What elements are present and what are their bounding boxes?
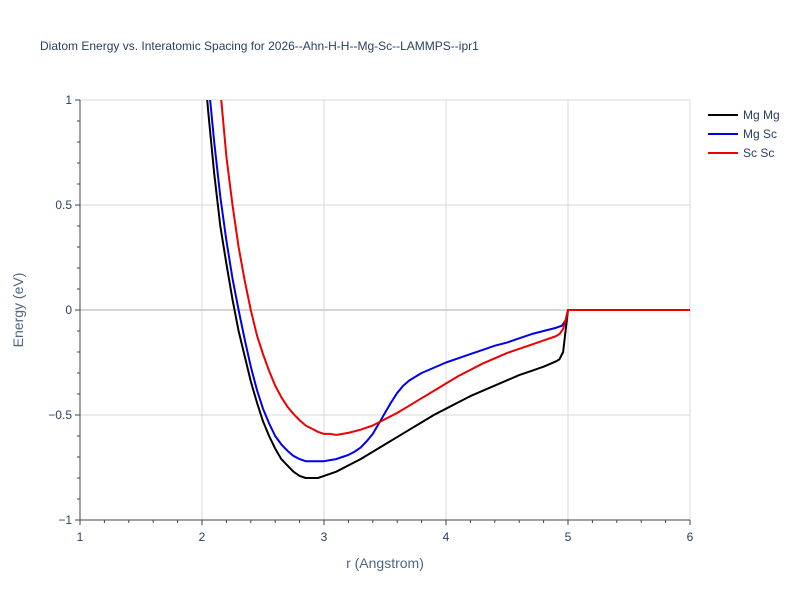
legend-item-sc-sc[interactable]: Sc Sc xyxy=(708,146,774,160)
legend[interactable]: Mg Mg Mg Sc Sc Sc xyxy=(708,108,780,160)
x-tick-label: 5 xyxy=(565,530,572,544)
series-line-mg-sc xyxy=(209,100,690,463)
axes-layer: 1 2 3 4 5 6 −1 −0.5 0 0.5 1 xyxy=(48,93,693,544)
x-tick-label: 2 xyxy=(199,530,206,544)
y-axis-label: Energy (eV) xyxy=(10,273,26,348)
x-tick-label: 3 xyxy=(321,530,328,544)
y-tick-label: 0 xyxy=(65,303,72,317)
legend-item-mg-sc[interactable]: Mg Sc xyxy=(708,127,777,141)
x-axis-label: r (Angstrom) xyxy=(346,555,424,571)
y-tick-label: −1 xyxy=(58,513,72,527)
legend-item-mg-mg[interactable]: Mg Mg xyxy=(708,108,780,122)
legend-label: Sc Sc xyxy=(743,146,774,160)
series-line-sc-sc xyxy=(220,100,690,436)
x-tick-label: 1 xyxy=(77,530,84,544)
chart-title: Diatom Energy vs. Interatomic Spacing fo… xyxy=(40,39,479,53)
y-tick-label: 0.5 xyxy=(55,198,72,212)
series-line-mg-mg xyxy=(206,100,690,479)
legend-label: Mg Mg xyxy=(743,108,780,122)
legend-label: Mg Sc xyxy=(743,127,777,141)
series-layer xyxy=(206,100,690,479)
y-tick-label: 1 xyxy=(65,93,72,107)
x-tick-label: 6 xyxy=(687,530,694,544)
y-tick-label: −0.5 xyxy=(48,408,72,422)
x-tick-label: 4 xyxy=(443,530,450,544)
